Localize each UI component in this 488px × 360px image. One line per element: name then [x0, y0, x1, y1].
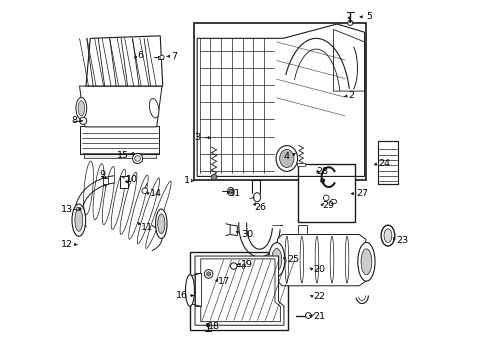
Text: 1: 1 — [183, 176, 190, 185]
Ellipse shape — [155, 209, 167, 238]
Polygon shape — [201, 259, 280, 321]
Text: 18: 18 — [207, 322, 220, 331]
Circle shape — [305, 313, 310, 319]
Text: 14: 14 — [149, 189, 161, 198]
Bar — [296, 163, 304, 166]
Ellipse shape — [383, 229, 391, 242]
Text: 11: 11 — [141, 223, 153, 232]
Text: 19: 19 — [241, 260, 252, 269]
Ellipse shape — [357, 242, 374, 281]
Ellipse shape — [76, 98, 86, 119]
Bar — [298, 225, 306, 234]
Ellipse shape — [72, 204, 85, 236]
Ellipse shape — [185, 275, 194, 306]
Bar — [80, 143, 159, 154]
Text: 13: 13 — [61, 205, 73, 214]
Text: 2: 2 — [348, 91, 354, 100]
Circle shape — [135, 156, 140, 161]
Circle shape — [204, 270, 212, 278]
Ellipse shape — [380, 225, 394, 246]
Circle shape — [230, 263, 237, 269]
Text: 22: 22 — [313, 292, 325, 301]
Circle shape — [228, 189, 233, 194]
Circle shape — [142, 188, 147, 194]
Polygon shape — [277, 234, 365, 286]
Text: 30: 30 — [241, 230, 252, 239]
Bar — [377, 140, 397, 184]
Text: 9: 9 — [99, 170, 105, 179]
Ellipse shape — [271, 248, 281, 271]
Circle shape — [160, 55, 164, 59]
Text: 3: 3 — [194, 133, 201, 142]
Circle shape — [80, 117, 86, 125]
Circle shape — [323, 195, 328, 201]
Text: 20: 20 — [313, 265, 325, 274]
Circle shape — [348, 21, 351, 23]
Ellipse shape — [227, 188, 234, 195]
Text: 8: 8 — [72, 116, 78, 125]
Bar — [76, 207, 80, 210]
Polygon shape — [195, 273, 201, 306]
Ellipse shape — [276, 145, 297, 171]
Circle shape — [347, 21, 352, 26]
Text: 17: 17 — [217, 276, 229, 285]
Circle shape — [132, 153, 142, 163]
Text: 7: 7 — [171, 52, 177, 61]
Ellipse shape — [268, 243, 285, 276]
Bar — [120, 176, 127, 188]
Text: 31: 31 — [228, 189, 240, 198]
Bar — [193, 23, 366, 180]
Ellipse shape — [158, 214, 164, 234]
Text: 27: 27 — [356, 189, 367, 198]
Circle shape — [206, 323, 209, 327]
Ellipse shape — [78, 101, 84, 116]
Bar — [158, 56, 163, 59]
Circle shape — [206, 272, 210, 276]
Text: 4: 4 — [283, 152, 289, 161]
Text: 21: 21 — [313, 312, 325, 321]
Text: 12: 12 — [61, 240, 73, 249]
Text: 6: 6 — [137, 51, 142, 60]
Bar — [190, 252, 287, 330]
Polygon shape — [195, 256, 284, 325]
Polygon shape — [86, 36, 163, 86]
Text: 16: 16 — [176, 291, 187, 300]
Ellipse shape — [75, 209, 82, 231]
Polygon shape — [230, 225, 237, 235]
Ellipse shape — [149, 99, 159, 118]
Ellipse shape — [253, 193, 260, 202]
Ellipse shape — [329, 199, 336, 204]
Bar — [241, 264, 244, 268]
Ellipse shape — [360, 249, 371, 275]
Text: 10: 10 — [125, 175, 137, 184]
Text: 23: 23 — [395, 237, 407, 246]
Circle shape — [320, 179, 324, 183]
Text: 24: 24 — [377, 159, 389, 168]
Bar — [83, 153, 155, 158]
Text: 28: 28 — [316, 167, 327, 176]
Polygon shape — [80, 126, 159, 154]
Text: 26: 26 — [254, 203, 266, 212]
Bar — [102, 178, 108, 184]
Text: 25: 25 — [286, 255, 298, 264]
Text: 29: 29 — [322, 201, 334, 210]
Text: 5: 5 — [366, 12, 372, 21]
Polygon shape — [80, 86, 162, 127]
Ellipse shape — [279, 149, 293, 167]
Circle shape — [211, 174, 217, 180]
Bar — [297, 164, 354, 222]
Text: 15: 15 — [117, 151, 129, 160]
